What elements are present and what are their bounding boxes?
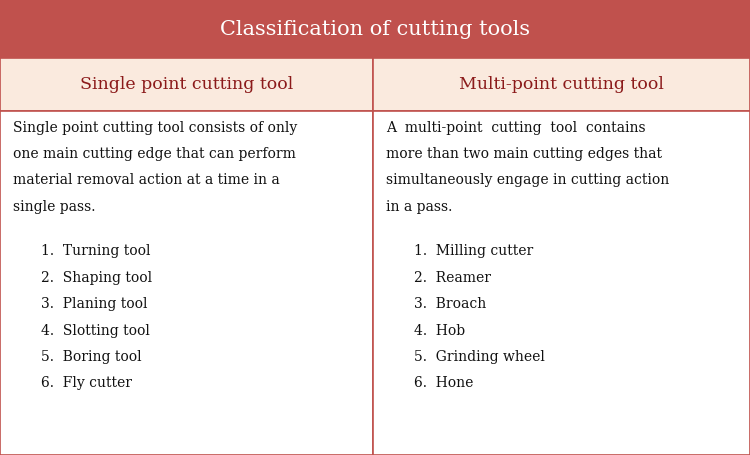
Text: 2.  Shaping tool: 2. Shaping tool xyxy=(41,271,152,285)
Text: 4.  Slotting tool: 4. Slotting tool xyxy=(41,324,150,338)
Text: Multi-point cutting tool: Multi-point cutting tool xyxy=(459,76,664,93)
Text: 3.  Planing tool: 3. Planing tool xyxy=(41,297,148,311)
FancyBboxPatch shape xyxy=(0,111,373,455)
Text: more than two main cutting edges that: more than two main cutting edges that xyxy=(386,147,662,161)
Text: Classification of cutting tools: Classification of cutting tools xyxy=(220,20,530,39)
Text: 5.  Boring tool: 5. Boring tool xyxy=(41,350,142,364)
Text: Single point cutting tool: Single point cutting tool xyxy=(80,76,293,93)
Text: 4.  Hob: 4. Hob xyxy=(414,324,465,338)
Text: 1.  Turning tool: 1. Turning tool xyxy=(41,244,151,258)
Text: 5.  Grinding wheel: 5. Grinding wheel xyxy=(414,350,544,364)
Text: 1.  Milling cutter: 1. Milling cutter xyxy=(414,244,533,258)
FancyBboxPatch shape xyxy=(0,0,750,58)
Text: 6.  Fly cutter: 6. Fly cutter xyxy=(41,376,132,390)
Text: single pass.: single pass. xyxy=(13,200,96,214)
Text: A  multi-point  cutting  tool  contains: A multi-point cutting tool contains xyxy=(386,121,646,135)
Text: material removal action at a time in a: material removal action at a time in a xyxy=(13,173,280,187)
Text: 3.  Broach: 3. Broach xyxy=(414,297,486,311)
Text: simultaneously engage in cutting action: simultaneously engage in cutting action xyxy=(386,173,670,187)
Text: 2.  Reamer: 2. Reamer xyxy=(414,271,491,285)
Text: one main cutting edge that can perform: one main cutting edge that can perform xyxy=(13,147,296,161)
Text: Single point cutting tool consists of only: Single point cutting tool consists of on… xyxy=(13,121,298,135)
FancyBboxPatch shape xyxy=(373,58,750,111)
FancyBboxPatch shape xyxy=(373,111,750,455)
Text: in a pass.: in a pass. xyxy=(386,200,452,214)
FancyBboxPatch shape xyxy=(0,58,373,111)
Text: 6.  Hone: 6. Hone xyxy=(414,376,473,390)
